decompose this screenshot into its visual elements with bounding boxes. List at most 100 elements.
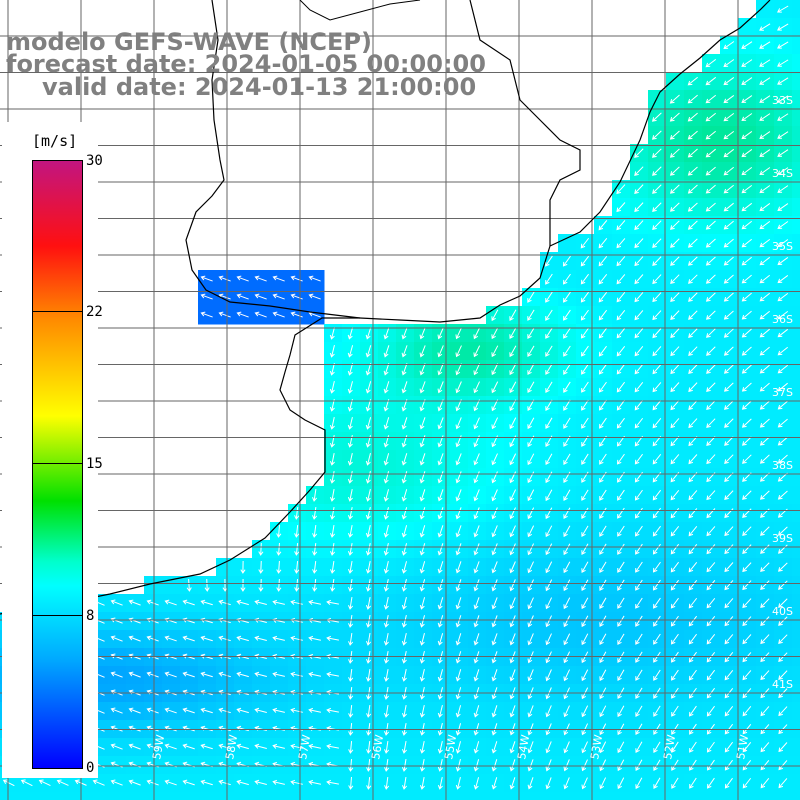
wind-arrow xyxy=(236,671,249,678)
wind-arrow xyxy=(687,94,698,104)
wind-arrow xyxy=(760,562,770,572)
wind-arrow xyxy=(653,705,661,717)
wind-arrow xyxy=(329,417,335,430)
wind-arrow xyxy=(329,327,335,340)
wind-arrow xyxy=(563,489,571,502)
wind-arrow xyxy=(545,741,552,754)
wind-arrow xyxy=(545,597,553,610)
wind-arrow xyxy=(563,705,570,718)
wind-arrow xyxy=(724,400,734,410)
wind-arrow xyxy=(670,346,680,357)
wind-arrow xyxy=(473,669,480,682)
wind-arrow xyxy=(347,525,353,538)
wind-arrow xyxy=(617,489,625,501)
wind-arrow xyxy=(128,635,141,642)
wind-arrow xyxy=(687,202,698,212)
wind-arrow xyxy=(670,490,680,501)
wind-arrow xyxy=(491,471,498,484)
wind-speed-cell xyxy=(792,540,800,559)
wind-arrow xyxy=(347,327,354,340)
wind-speed-cell xyxy=(306,792,325,800)
wind-arrow xyxy=(200,779,213,786)
wind-arrow xyxy=(218,311,231,318)
wind-arrow xyxy=(741,382,752,392)
wind-arrow xyxy=(308,599,321,605)
wind-arrow xyxy=(635,741,643,754)
wind-speed-cell xyxy=(792,630,800,649)
wind-arrow xyxy=(527,489,535,502)
wind-arrow xyxy=(473,417,480,430)
wind-arrow xyxy=(365,579,371,592)
wind-arrow xyxy=(723,77,735,86)
wind-arrow xyxy=(706,669,716,681)
wind-arrow xyxy=(634,256,644,267)
wind-arrow xyxy=(653,633,661,645)
wind-arrow xyxy=(634,310,644,321)
wind-arrow xyxy=(724,544,734,555)
wind-arrow xyxy=(383,633,389,646)
wind-arrow xyxy=(687,238,698,248)
wind-speed-cell xyxy=(198,792,217,800)
wind-arrow xyxy=(706,705,715,717)
wind-arrow xyxy=(617,543,625,555)
wind-arrow xyxy=(777,167,789,175)
wind-arrow xyxy=(164,599,177,606)
wind-arrow xyxy=(509,363,517,376)
wind-speed-cell xyxy=(792,72,800,91)
wind-arrow xyxy=(383,381,390,394)
wind-arrow xyxy=(455,543,462,556)
wind-arrow xyxy=(777,95,789,103)
wind-arrow xyxy=(401,669,407,682)
wind-arrow xyxy=(741,328,752,338)
wind-arrow xyxy=(635,525,643,537)
wind-arrow xyxy=(545,759,552,772)
wind-arrow xyxy=(580,237,590,249)
wind-arrow xyxy=(200,635,213,642)
wind-arrow xyxy=(545,453,553,466)
wind-arrow xyxy=(455,489,462,502)
wind-arrow xyxy=(598,363,607,375)
wind-speed-cell xyxy=(450,792,469,800)
wind-arrow xyxy=(616,202,626,213)
lon-label: 57W xyxy=(296,734,313,761)
wind-arrow xyxy=(563,291,571,303)
wind-arrow xyxy=(491,597,498,610)
wind-arrow xyxy=(634,346,644,357)
wind-arrow xyxy=(741,113,753,122)
wind-speed-cell xyxy=(738,18,757,37)
wind-speed-cell xyxy=(468,792,487,800)
wind-arrow xyxy=(723,346,734,356)
wind-arrow xyxy=(617,705,625,718)
wind-arrow xyxy=(777,418,788,428)
wind-arrow xyxy=(491,489,498,502)
wind-arrow xyxy=(329,345,335,358)
wind-arrow xyxy=(527,399,535,412)
wind-speed-cell xyxy=(792,522,800,541)
wind-arrow xyxy=(634,399,644,411)
wind-arrow xyxy=(670,525,680,537)
wind-arrow xyxy=(705,76,717,86)
wind-arrow xyxy=(741,238,752,248)
wind-arrow xyxy=(741,220,753,230)
wind-arrow xyxy=(383,363,390,376)
wind-arrow xyxy=(742,580,752,591)
wind-arrow xyxy=(563,399,571,411)
wind-speed-cell xyxy=(792,108,800,127)
wind-arrow xyxy=(652,310,662,321)
lon-label: 53W xyxy=(588,734,605,761)
wind-speed-cell xyxy=(504,792,523,800)
wind-arrow xyxy=(182,599,195,606)
wind-arrow xyxy=(56,779,69,786)
wind-arrow xyxy=(741,166,753,176)
wind-arrow xyxy=(383,471,390,484)
wind-arrow xyxy=(348,758,354,772)
wind-speed-cell xyxy=(756,0,775,19)
wind-speed-cell xyxy=(792,396,800,415)
wind-arrow xyxy=(635,579,643,591)
wind-arrow xyxy=(509,381,517,394)
wind-arrow xyxy=(146,671,159,678)
wind-arrow xyxy=(563,777,570,790)
wind-arrow xyxy=(778,580,788,590)
wind-arrow xyxy=(670,579,679,591)
